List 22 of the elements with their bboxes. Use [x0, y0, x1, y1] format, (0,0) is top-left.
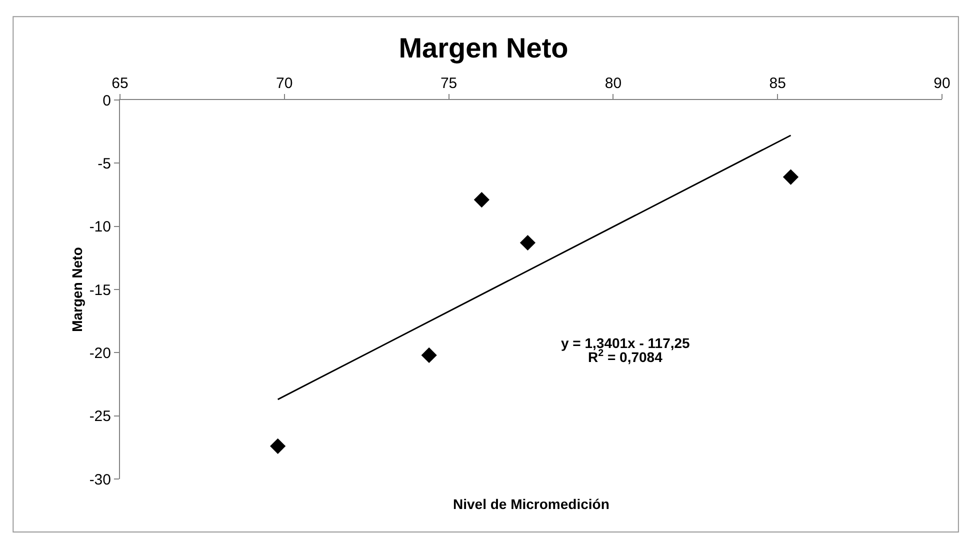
y-tick-label: -5	[98, 155, 111, 172]
y-axis-title: Margen Neto	[69, 247, 85, 332]
point	[520, 234, 536, 251]
point	[421, 347, 437, 363]
y-tick-label: 0	[102, 92, 111, 110]
x-tick-label: 90	[934, 75, 950, 92]
x-axis-title: Nivel de Micromedición	[453, 496, 610, 512]
x-tick-label: 70	[276, 75, 293, 92]
x-tick-label: 75	[440, 75, 458, 92]
x-tick-label: 85	[769, 75, 786, 92]
y-tick-label: -15	[89, 282, 111, 299]
x-tick-label: 80	[604, 75, 622, 92]
y-tick-label: -30	[89, 471, 111, 488]
point	[782, 169, 799, 185]
x-tick-label: 65	[112, 75, 128, 92]
y-tick-label: -25	[89, 408, 111, 426]
point	[474, 192, 490, 208]
y-tick-label: -10	[89, 218, 111, 236]
chart-title: Margen Neto	[398, 32, 568, 64]
annotation: y = 1,3401x - 117,25	[561, 335, 690, 351]
y-tick-label: -20	[89, 344, 111, 362]
point	[270, 438, 286, 454]
